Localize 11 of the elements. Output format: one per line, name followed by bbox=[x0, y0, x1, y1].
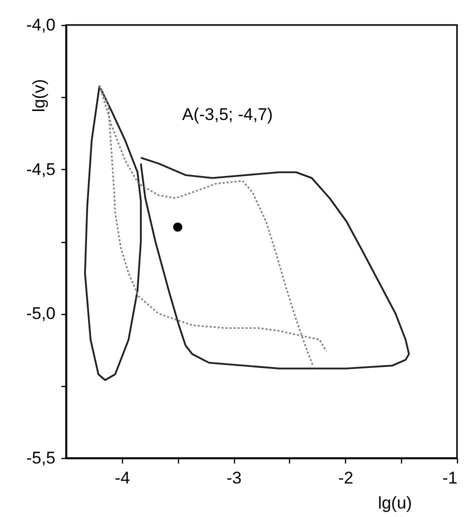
x-tick-label: -4 bbox=[114, 468, 130, 488]
x-tick-label: -3 bbox=[226, 468, 242, 488]
y-tick-label: -5,5 bbox=[26, 448, 56, 468]
annotation: A(-3,5; -4,7) bbox=[182, 105, 273, 124]
x-tick-label: -1 bbox=[442, 468, 458, 488]
x-tick-label: -2 bbox=[338, 468, 354, 488]
y-tick-label: -4,5 bbox=[26, 160, 56, 179]
y-axis-title: lg(v) bbox=[30, 79, 48, 112]
y-tick-label: -5,0 bbox=[26, 304, 56, 324]
y-tick-label: -4,0 bbox=[26, 16, 56, 34]
x-axis-title: lg(u) bbox=[378, 494, 412, 512]
